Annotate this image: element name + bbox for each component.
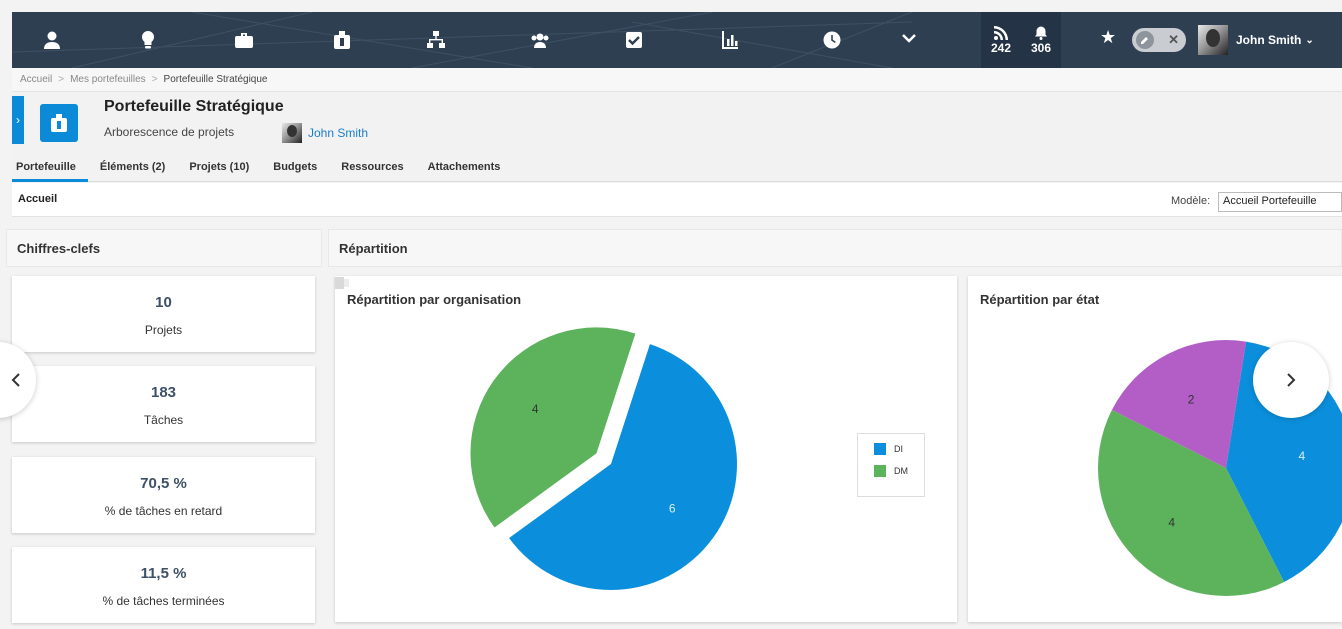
legend-swatch xyxy=(874,443,886,455)
pie-slice-2[interactable] xyxy=(1111,340,1247,468)
breadcrumb-separator: > xyxy=(58,74,65,85)
page-header: › Portefeuille Stratégique Arborescence … xyxy=(12,92,1342,152)
clock-icon[interactable] xyxy=(820,28,844,52)
owner-name: John Smith xyxy=(308,126,369,140)
tab-ressources[interactable]: Ressources xyxy=(341,160,404,173)
chart-title: Répartition par organisation xyxy=(347,292,522,307)
kpi-label: Projets xyxy=(144,323,183,337)
legend-item-di[interactable]: DI xyxy=(874,443,924,455)
pie-chart-etat: 4 4 2 xyxy=(1098,340,1342,596)
legend-label: DI xyxy=(894,444,903,454)
kpi-label: % de tâches terminées xyxy=(102,594,225,608)
edit-icon xyxy=(1136,31,1154,49)
legend-swatch xyxy=(874,465,886,477)
kpi-card-taches-en-retard[interactable]: 70,5 % % de tâches en retard xyxy=(12,457,315,533)
breadcrumb-current: Portefeuille Stratégique xyxy=(163,74,268,85)
legend-label: DM xyxy=(894,466,908,476)
report-icon[interactable] xyxy=(718,28,742,52)
bell-icon xyxy=(1035,26,1047,40)
breadcrumb-home[interactable]: Accueil xyxy=(20,74,53,85)
portfolio-icon xyxy=(40,104,78,142)
kpi-value: 70,5 % xyxy=(140,475,187,492)
kpi-card-taches-terminees[interactable]: 11,5 % % de tâches terminées xyxy=(12,547,315,623)
lightbulb-icon[interactable] xyxy=(136,28,160,52)
kpi-section-header: Chiffres-clefs xyxy=(6,229,322,267)
pie-data-label-2: 2 xyxy=(1188,393,1195,407)
model-select[interactable]: Accueil Portefeuille xyxy=(1218,192,1342,212)
checkbox-icon[interactable] xyxy=(622,28,646,52)
carousel-next-button[interactable] xyxy=(1253,342,1329,418)
tab-budgets[interactable]: Budgets xyxy=(273,160,318,173)
repartition-section-header: Répartition xyxy=(328,229,1342,267)
favorite-star-icon[interactable]: ★ xyxy=(1100,27,1117,47)
edit-mode-toggle[interactable]: ✕ xyxy=(1132,28,1186,52)
pie-slice-1[interactable] xyxy=(470,327,636,528)
owner-avatar xyxy=(282,123,302,143)
chevron-right-icon xyxy=(1287,373,1296,387)
feed-count: 242 xyxy=(990,40,1012,55)
notification-counter[interactable]: 306 xyxy=(1021,12,1061,68)
owner-link[interactable]: John Smith xyxy=(282,123,368,143)
kpi-value: 10 xyxy=(155,294,172,311)
notification-count: 306 xyxy=(1030,40,1052,55)
kpi-card-projets[interactable]: 10 Projets xyxy=(12,276,315,352)
chevron-down-icon[interactable] xyxy=(897,26,921,50)
pie-data-label-0: 4 xyxy=(1299,449,1306,463)
chart-card-etat: Répartition par état 4 4 2 xyxy=(968,276,1342,622)
tab-elements[interactable]: Éléments (2) xyxy=(99,160,166,173)
pie-data-label-1: 4 xyxy=(1168,515,1175,529)
view-subheader: Accueil Modèle: Accueil Portefeuille xyxy=(12,183,1342,217)
org-chart-icon[interactable] xyxy=(424,28,448,52)
page-title: Portefeuille Stratégique xyxy=(104,98,284,115)
top-navigation-bar: 242 306 ★ ✕ John Smith ⌄ xyxy=(12,12,1342,68)
kpi-card-taches[interactable]: 183 Tâches xyxy=(12,366,315,442)
chevron-down-icon: ⌄ xyxy=(1305,34,1314,46)
view-title: Accueil xyxy=(18,193,58,205)
user-name: John Smith xyxy=(1236,33,1302,47)
briefcase-icon[interactable] xyxy=(232,28,256,52)
breadcrumb-separator: > xyxy=(151,74,158,85)
kpi-label: Tâches xyxy=(143,413,184,427)
rss-icon xyxy=(994,25,1008,40)
kpi-value: 11,5 % xyxy=(140,565,187,582)
pie-data-label-0: 6 xyxy=(669,501,676,515)
chevron-left-icon xyxy=(11,373,20,387)
tab-bar: Portefeuille Éléments (2) Projets (10) B… xyxy=(12,152,1342,182)
legend-item-dm[interactable]: DM xyxy=(874,465,924,477)
team-icon[interactable] xyxy=(528,28,552,52)
kpi-label: % de tâches en retard xyxy=(104,504,223,518)
user-icon[interactable] xyxy=(40,28,64,52)
pie-chart-organisation: 64 xyxy=(470,327,737,590)
close-icon: ✕ xyxy=(1168,32,1179,47)
pie-slice-1[interactable] xyxy=(1098,409,1285,596)
export-excel-icon[interactable] xyxy=(335,276,349,290)
kpi-value: 183 xyxy=(150,384,177,401)
portfolio-icon[interactable] xyxy=(330,28,354,52)
model-label: Modèle: xyxy=(1171,195,1211,207)
chart-legend: DI DM xyxy=(857,433,925,497)
pie-data-label-1: 4 xyxy=(532,402,539,416)
tab-projets[interactable]: Projets (10) xyxy=(189,160,250,173)
topbar-background-pattern xyxy=(12,12,912,68)
tab-portefeuille[interactable]: Portefeuille xyxy=(12,152,88,182)
chart-title: Répartition par état xyxy=(980,292,1100,307)
breadcrumb-portfolios[interactable]: Mes portefeuilles xyxy=(70,74,146,85)
feed-counter[interactable]: 242 xyxy=(981,12,1021,68)
sidebar-expand-button[interactable]: › xyxy=(12,96,24,144)
tab-attachements[interactable]: Attachements xyxy=(427,160,501,173)
avatar xyxy=(1198,25,1228,55)
pie-slice-0[interactable] xyxy=(509,344,737,590)
breadcrumb: Accueil > Mes portefeuilles > Portefeuil… xyxy=(12,68,1342,92)
page-subtitle: Arborescence de projets xyxy=(104,125,235,139)
user-menu[interactable]: John Smith ⌄ xyxy=(1198,25,1314,55)
